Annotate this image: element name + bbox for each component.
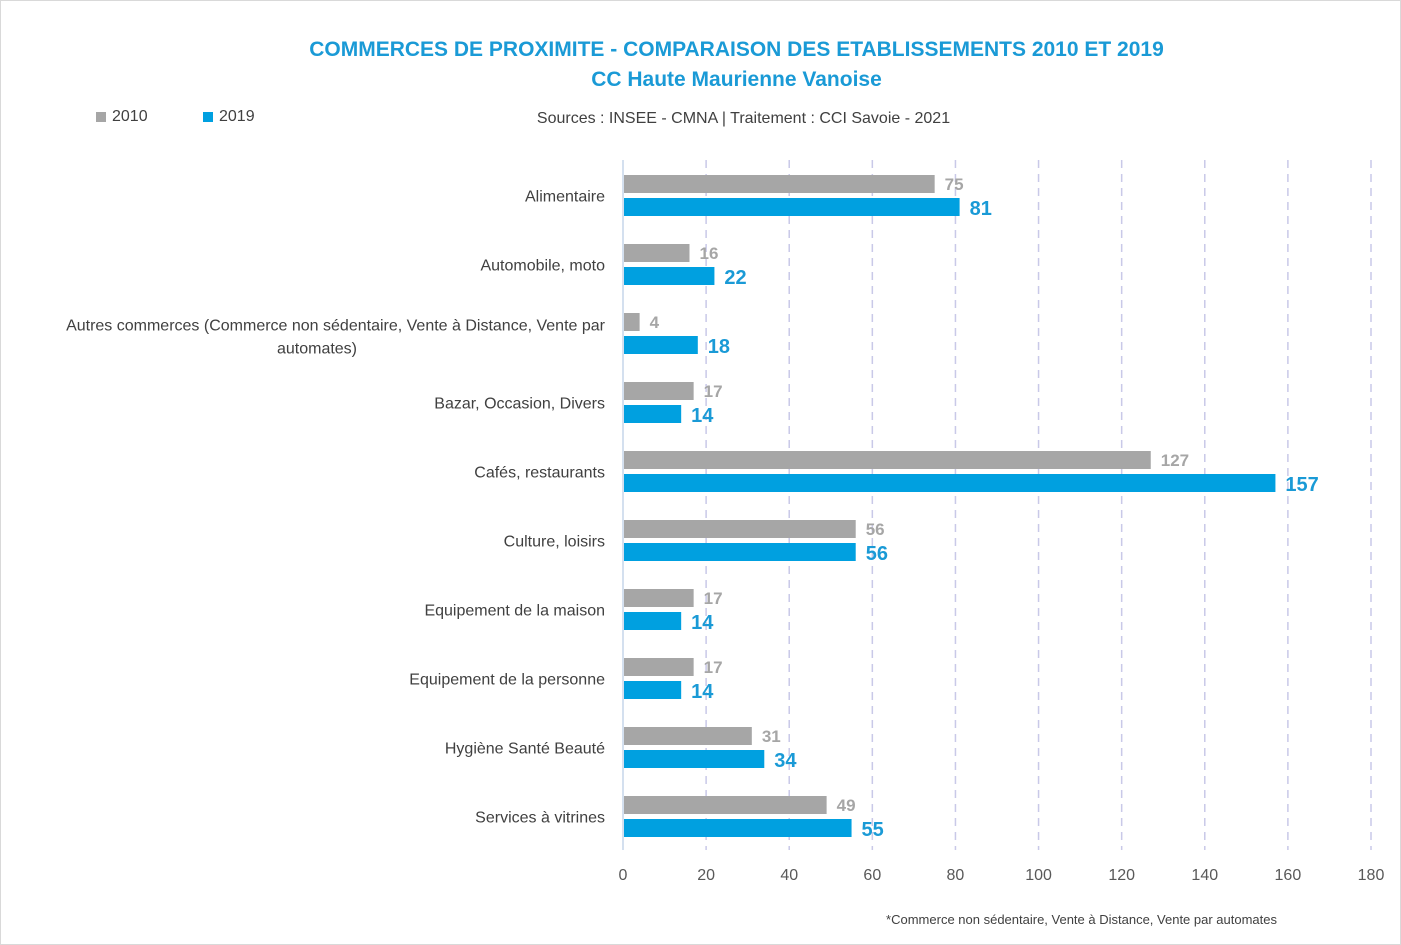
category-label-4: Cafés, restaurants <box>474 465 605 482</box>
legend-label-2019: 2019 <box>219 108 255 125</box>
data-label-2010-7: 17 <box>704 658 723 677</box>
data-label-2019-4: 157 <box>1285 474 1318 496</box>
data-label-2010-8: 31 <box>762 727 781 746</box>
data-label-2019-0: 81 <box>970 198 992 220</box>
bar-2019-9 <box>624 819 852 837</box>
bar-2019-8 <box>624 750 765 768</box>
bar-2019-2 <box>624 336 698 354</box>
data-label-2010-4: 127 <box>1161 451 1189 470</box>
bar-2019-4 <box>624 474 1276 492</box>
bar-2010-9 <box>624 796 827 814</box>
data-label-2019-7: 14 <box>691 681 714 703</box>
data-label-2010-0: 75 <box>945 175 964 194</box>
category-label-1: Automobile, moto <box>480 258 605 275</box>
bar-2019-7 <box>624 681 682 699</box>
data-label-2010-6: 17 <box>704 589 723 608</box>
data-label-2019-5: 56 <box>866 543 888 565</box>
data-label-2010-2: 4 <box>650 313 660 332</box>
data-label-2010-9: 49 <box>837 796 856 815</box>
data-label-2010-1: 16 <box>699 244 718 263</box>
category-label-2-line1: Autres commerces (Commerce non sédentair… <box>66 318 606 335</box>
bar-2010-8 <box>624 727 752 745</box>
data-label-2010-3: 17 <box>704 382 723 401</box>
legend-item-2019: 2019 <box>203 108 255 126</box>
legend-swatch-2019 <box>203 112 213 122</box>
legend-item-2010: 2010 <box>96 108 148 126</box>
chart-subtitle: CC Haute Maurienne Vanoise <box>591 68 882 91</box>
category-label-7: Equipement de la personne <box>409 672 605 689</box>
x-tick-label-100: 100 <box>1025 867 1052 884</box>
chart-title: COMMERCES DE PROXIMITE - COMPARAISON DES… <box>309 38 1164 61</box>
x-tick-label-80: 80 <box>947 867 965 884</box>
category-label-8: Hygiène Santé Beauté <box>445 741 605 758</box>
x-tick-label-160: 160 <box>1275 867 1302 884</box>
bar-2019-1 <box>624 267 715 285</box>
bar-2010-1 <box>624 244 690 262</box>
category-label-5: Culture, loisirs <box>504 534 605 551</box>
x-tick-label-20: 20 <box>697 867 715 884</box>
data-label-2019-6: 14 <box>691 612 714 634</box>
data-label-2010-5: 56 <box>866 520 885 539</box>
bar-2010-0 <box>624 175 935 193</box>
x-tick-label-60: 60 <box>863 867 881 884</box>
bar-2010-3 <box>624 382 694 400</box>
bar-2019-6 <box>624 612 682 630</box>
data-label-2019-3: 14 <box>691 405 714 427</box>
category-label-2-line2: automates) <box>277 341 357 358</box>
bar-2019-0 <box>624 198 960 216</box>
category-label-0: Alimentaire <box>525 189 605 206</box>
chart-footnote: *Commerce non sédentaire, Vente à Distan… <box>886 912 1277 927</box>
bar-2010-4 <box>624 451 1151 469</box>
legend-swatch-2010 <box>96 112 106 122</box>
data-label-2019-2: 18 <box>708 336 730 358</box>
bar-2010-5 <box>624 520 856 538</box>
bar-2010-2 <box>624 313 640 331</box>
category-label-6: Equipement de la maison <box>424 603 605 620</box>
category-label-9: Services à vitrines <box>475 810 605 827</box>
data-label-2019-1: 22 <box>724 267 746 289</box>
bar-2019-5 <box>624 543 856 561</box>
bar-2019-3 <box>624 405 682 423</box>
x-tick-label-40: 40 <box>780 867 798 884</box>
x-tick-label-180: 180 <box>1358 867 1385 884</box>
data-label-2019-8: 34 <box>774 750 797 772</box>
x-tick-label-140: 140 <box>1191 867 1218 884</box>
bar-2010-6 <box>624 589 694 607</box>
legend-label-2010: 2010 <box>112 108 148 125</box>
data-label-2019-9: 55 <box>862 819 884 841</box>
x-tick-label-120: 120 <box>1108 867 1135 884</box>
x-tick-label-0: 0 <box>619 867 628 884</box>
chart-source: Sources : INSEE - CMNA | Traitement : CC… <box>536 110 951 127</box>
category-label-3: Bazar, Occasion, Divers <box>434 396 605 413</box>
bar-2010-7 <box>624 658 694 676</box>
